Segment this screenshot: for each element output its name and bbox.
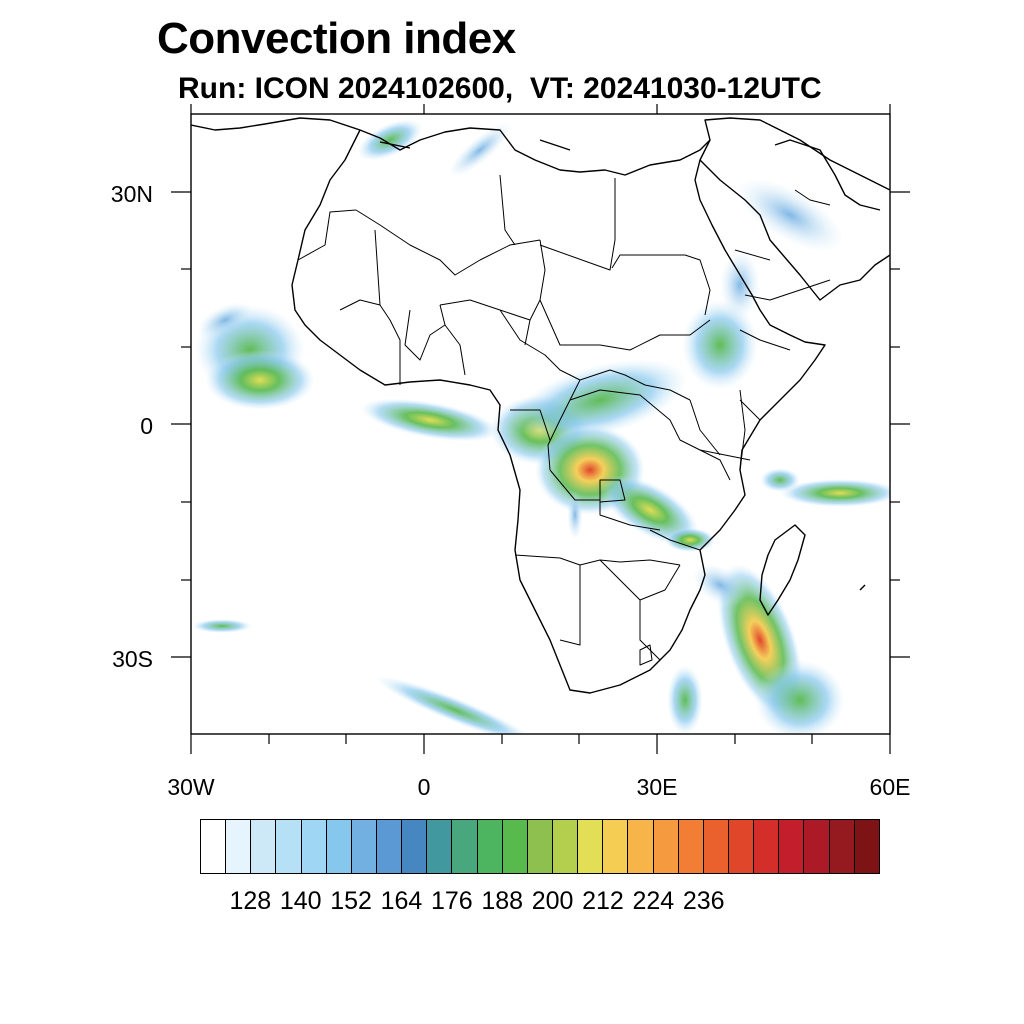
chart-subtitle: Run: ICON 2024102600, VT: 20241030-12UTC: [178, 72, 822, 105]
lat-label-30s: 30S: [112, 646, 153, 672]
lon-label-60e: 60E: [869, 774, 911, 800]
colorbar-swatch: [226, 820, 252, 873]
colorbar-tick-label: 188: [481, 887, 524, 915]
colorbar-swatch: [427, 820, 453, 873]
colorbar-swatch: [351, 820, 377, 873]
colorbar-swatch: [477, 820, 503, 873]
lon-label-0: 0: [417, 774, 431, 800]
colorbar-tick-label: 224: [632, 887, 675, 915]
colorbar-swatch: [678, 820, 704, 873]
colorbar-swatch: [578, 820, 604, 873]
lon-label-30w: 30W: [167, 774, 215, 800]
colorbar-swatch: [779, 820, 805, 873]
colorbar: [200, 819, 880, 874]
colorbar-swatch: [603, 820, 629, 873]
colorbar-swatch: [527, 820, 553, 873]
colorbar-tick-label: 176: [430, 887, 473, 915]
colorbar-swatch: [854, 820, 879, 873]
country-borders: [297, 174, 831, 666]
coastlines: [191, 117, 890, 694]
colorbar-swatch: [251, 820, 277, 873]
colorbar-tick-label: 212: [582, 887, 624, 915]
colorbar-swatch: [552, 820, 579, 873]
colorbar-swatch: [628, 820, 654, 873]
colorbar-swatch: [703, 820, 729, 873]
colorbar-tick-label: 164: [380, 887, 423, 915]
colorbar-swatch: [201, 820, 227, 873]
lat-label-0: 0: [140, 413, 153, 439]
colorbar-tick-label: 236: [682, 887, 725, 915]
colorbar-swatch: [452, 820, 478, 873]
chart-title: Convection index: [157, 14, 516, 63]
colorbar-tick-label: 152: [330, 887, 372, 915]
axis-ticks: [171, 104, 910, 754]
lon-label-30e: 30E: [636, 774, 678, 800]
colorbar-swatch: [502, 820, 528, 873]
lat-label-30n: 30N: [110, 181, 153, 207]
colorbar-swatch: [754, 820, 780, 873]
colorbar-swatch: [804, 820, 830, 873]
colorbar-swatch: [402, 820, 428, 873]
colorbar-swatch: [326, 820, 352, 873]
colorbar-swatch: [829, 820, 855, 873]
colorbar-swatch: [653, 820, 679, 873]
colorbar-swatch: [276, 820, 302, 873]
convection-field: [192, 119, 890, 734]
colorbar-swatch: [728, 820, 755, 873]
colorbar-tick-label: 128: [229, 887, 272, 915]
colorbar-tick-label: 140: [279, 887, 322, 915]
colorbar-labels: 128 140 152 164 176 188 200 212 224 236: [0, 887, 1024, 917]
colorbar-swatch: [376, 820, 403, 873]
colorbar-swatch: [301, 820, 327, 873]
colorbar-tick-label: 200: [531, 887, 574, 915]
